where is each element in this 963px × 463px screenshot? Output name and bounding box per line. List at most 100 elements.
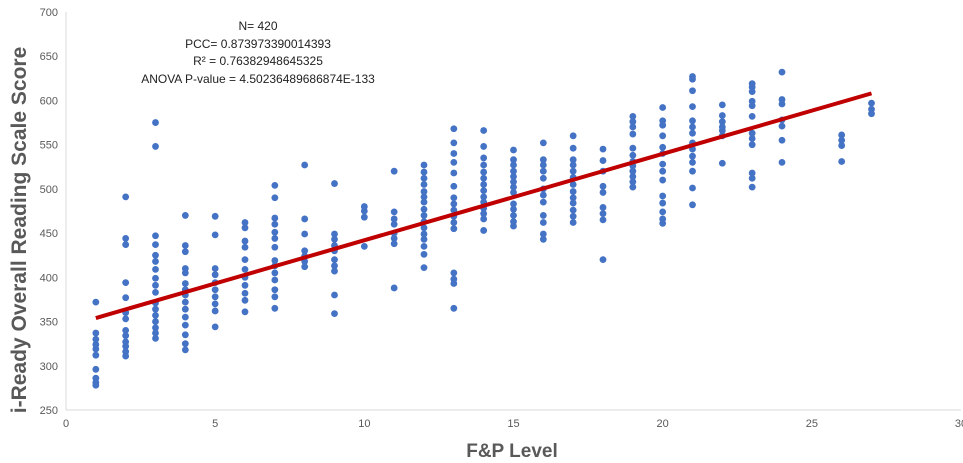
data-point [510, 156, 517, 164]
data-point [122, 235, 130, 242]
data-point [420, 224, 428, 232]
data-point [152, 334, 159, 342]
data-point [689, 123, 696, 131]
data-point [748, 141, 756, 149]
data-point [152, 305, 159, 313]
data-point [659, 208, 667, 216]
data-point [271, 276, 279, 284]
data-point [211, 293, 219, 301]
data-point [241, 296, 249, 304]
data-point [241, 308, 249, 316]
data-point [241, 281, 249, 289]
data-point [390, 284, 398, 292]
x-tick-label: 5 [212, 418, 218, 430]
data-point [599, 157, 607, 164]
data-point [629, 118, 637, 126]
data-point [122, 315, 130, 323]
data-point [420, 212, 428, 219]
data-point [211, 231, 219, 239]
data-point [450, 158, 458, 166]
data-point [569, 194, 577, 202]
data-point [450, 304, 458, 312]
data-point [271, 257, 279, 264]
data-point [748, 183, 756, 191]
data-point [450, 169, 458, 177]
data-point [539, 161, 547, 169]
data-point [241, 289, 249, 297]
data-point [122, 332, 130, 340]
data-point [569, 188, 577, 195]
x-tick-label: 30 [955, 418, 963, 430]
data-point [301, 161, 309, 169]
data-point [271, 194, 279, 202]
data-point [778, 68, 786, 76]
data-point [241, 265, 249, 273]
data-point [152, 281, 159, 289]
data-point [480, 127, 488, 134]
data-point [599, 189, 607, 196]
data-point [152, 311, 159, 319]
data-point [241, 237, 249, 245]
data-point [122, 279, 130, 287]
data-point [629, 173, 637, 180]
data-point [122, 193, 130, 201]
data-point [480, 215, 488, 223]
data-point [689, 129, 696, 137]
data-point [420, 161, 428, 169]
data-point [659, 160, 667, 168]
data-point [241, 256, 249, 264]
data-point [152, 258, 159, 265]
data-point [510, 146, 517, 154]
data-point [689, 152, 696, 160]
data-point [92, 351, 100, 359]
data-point [211, 271, 219, 279]
data-point [331, 180, 338, 187]
data-point [599, 182, 607, 190]
data-point [599, 210, 607, 218]
data-point [181, 248, 189, 256]
data-point [271, 228, 279, 236]
data-point [778, 100, 786, 108]
data-point [331, 310, 338, 317]
data-point [599, 256, 607, 264]
data-point [629, 144, 637, 152]
data-point [659, 104, 667, 111]
data-point [569, 181, 577, 188]
data-point [241, 243, 249, 251]
data-point [569, 167, 577, 175]
x-tick-label: 25 [806, 418, 818, 430]
data-point [569, 212, 577, 220]
data-point [122, 327, 130, 334]
data-point [480, 168, 488, 176]
data-point [539, 235, 547, 243]
data-point [480, 193, 488, 201]
x-tick-label: 15 [507, 418, 519, 430]
data-point [718, 159, 726, 167]
data-point [539, 212, 547, 219]
data-point [152, 288, 159, 296]
data-point [659, 167, 667, 175]
data-point [301, 230, 309, 238]
data-point [569, 161, 577, 169]
data-point [659, 176, 667, 184]
data-point [152, 318, 159, 325]
data-point [689, 201, 696, 209]
data-point [92, 335, 100, 343]
data-point [629, 130, 637, 138]
x-tick-label: 0 [63, 418, 69, 430]
data-point [122, 352, 130, 360]
data-point [152, 265, 159, 273]
data-point [390, 235, 398, 242]
data-point [689, 117, 696, 125]
y-tick-labels: 250 300 350 400 450 500 550 600 650 700 [40, 7, 58, 417]
data-point [450, 125, 458, 133]
data-point [689, 184, 696, 192]
data-point [659, 199, 667, 207]
data-point [539, 230, 547, 238]
data-point [241, 219, 249, 226]
y-tick-label: 350 [40, 317, 58, 329]
data-point [748, 88, 756, 95]
data-point [629, 112, 637, 120]
data-point [181, 346, 189, 354]
data-point [539, 219, 547, 226]
